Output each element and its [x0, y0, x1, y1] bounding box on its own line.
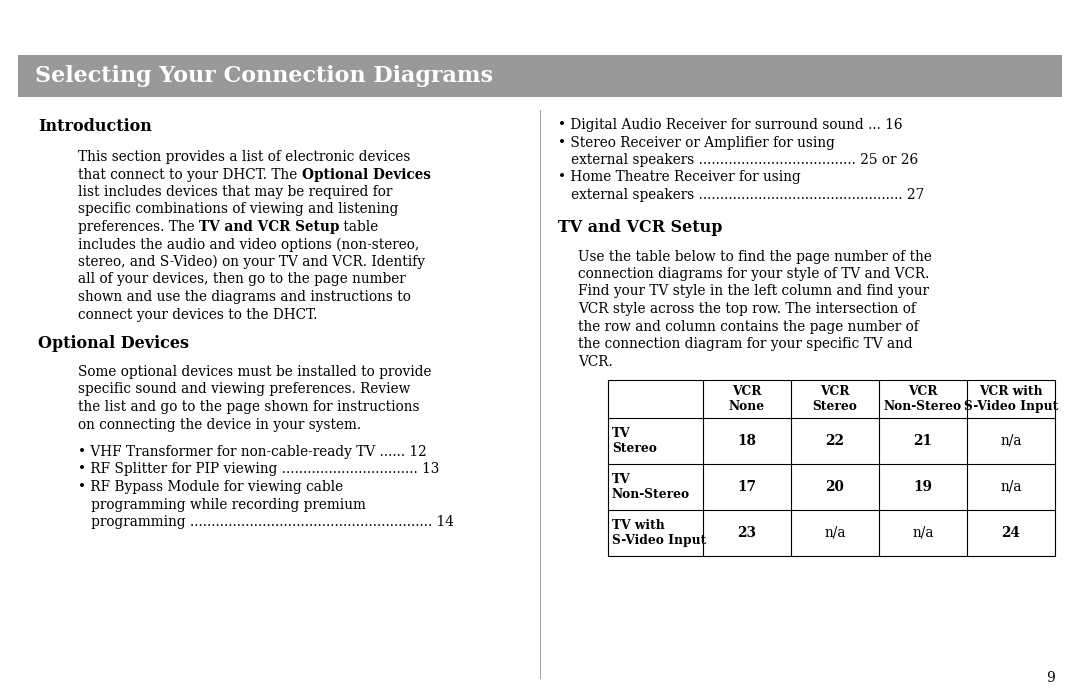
Text: Selecting Your Connection Diagrams: Selecting Your Connection Diagrams [35, 65, 492, 87]
Text: Find your TV style in the left column and find your: Find your TV style in the left column an… [578, 285, 929, 299]
Text: Use the table below to find the page number of the: Use the table below to find the page num… [578, 249, 932, 264]
Text: includes the audio and video options (non-stereo,: includes the audio and video options (no… [78, 237, 419, 252]
Text: VCR
None: VCR None [729, 385, 765, 413]
Text: the connection diagram for your specific TV and: the connection diagram for your specific… [578, 337, 913, 351]
Text: n/a: n/a [1000, 434, 1022, 448]
Text: all of your devices, then go to the page number: all of your devices, then go to the page… [78, 272, 406, 286]
Text: • Home Theatre Receiver for using: • Home Theatre Receiver for using [558, 170, 800, 184]
Text: programming while recording premium: programming while recording premium [78, 498, 366, 512]
Text: 20: 20 [825, 480, 845, 494]
Text: 19: 19 [914, 480, 932, 494]
Text: VCR.: VCR. [578, 355, 612, 369]
Text: 24: 24 [1001, 526, 1021, 540]
Text: external speakers ..................................... 25 or 26: external speakers ......................… [558, 153, 918, 167]
Text: VCR
Non-Stereo: VCR Non-Stereo [883, 385, 962, 413]
Text: that connect to your DHCT. The: that connect to your DHCT. The [78, 168, 301, 181]
Text: the row and column contains the page number of: the row and column contains the page num… [578, 320, 919, 334]
Text: 9: 9 [1047, 671, 1055, 685]
Text: TV and VCR Setup: TV and VCR Setup [199, 220, 339, 234]
Text: n/a: n/a [913, 526, 934, 540]
Text: • Stereo Receiver or Amplifier for using: • Stereo Receiver or Amplifier for using [558, 135, 835, 149]
Text: table: table [339, 220, 379, 234]
Text: n/a: n/a [1000, 480, 1022, 494]
Text: n/a: n/a [824, 526, 846, 540]
Text: connection diagrams for your style of TV and VCR.: connection diagrams for your style of TV… [578, 267, 930, 281]
Text: 22: 22 [825, 434, 845, 448]
Text: programming ......................................................... 14: programming ............................… [78, 515, 454, 529]
Text: external speakers ................................................ 27: external speakers ......................… [558, 188, 924, 202]
Text: preferences. The: preferences. The [78, 220, 199, 234]
Text: 21: 21 [914, 434, 932, 448]
Text: VCR with
S-Video Input: VCR with S-Video Input [963, 385, 1058, 413]
Text: specific combinations of viewing and listening: specific combinations of viewing and lis… [78, 202, 399, 216]
Text: connect your devices to the DHCT.: connect your devices to the DHCT. [78, 308, 318, 322]
Text: stereo, and S-Video) on your TV and VCR. Identify: stereo, and S-Video) on your TV and VCR.… [78, 255, 426, 269]
Text: list includes devices that may be required for: list includes devices that may be requir… [78, 185, 392, 199]
Text: on connecting the device in your system.: on connecting the device in your system. [78, 417, 361, 431]
Text: Optional Devices: Optional Devices [301, 168, 431, 181]
Text: specific sound and viewing preferences. Review: specific sound and viewing preferences. … [78, 383, 410, 396]
Text: Some optional devices must be installed to provide: Some optional devices must be installed … [78, 365, 432, 379]
Text: shown and use the diagrams and instructions to: shown and use the diagrams and instructi… [78, 290, 410, 304]
Text: This section provides a list of electronic devices: This section provides a list of electron… [78, 150, 410, 164]
Text: • RF Splitter for PIP viewing ................................ 13: • RF Splitter for PIP viewing ..........… [78, 463, 440, 477]
Text: 18: 18 [738, 434, 756, 448]
Text: TV
Stereo: TV Stereo [612, 427, 657, 455]
Text: 23: 23 [738, 526, 756, 540]
Text: TV with
S-Video Input: TV with S-Video Input [612, 519, 706, 547]
Text: • Digital Audio Receiver for surround sound ... 16: • Digital Audio Receiver for surround so… [558, 118, 903, 132]
Text: TV and VCR Setup: TV and VCR Setup [558, 219, 723, 237]
Bar [18, 55, 1062, 97]
Text: • VHF Transformer for non-cable-ready TV ...... 12: • VHF Transformer for non-cable-ready TV… [78, 445, 427, 459]
Text: 17: 17 [738, 480, 756, 494]
Text: the list and go to the page shown for instructions: the list and go to the page shown for in… [78, 400, 419, 414]
Text: Optional Devices: Optional Devices [38, 335, 189, 352]
Text: TV
Non-Stereo: TV Non-Stereo [612, 473, 690, 501]
Text: VCR style across the top row. The intersection of: VCR style across the top row. The inters… [578, 302, 916, 316]
Text: VCR
Stereo: VCR Stereo [812, 385, 858, 413]
Text: Introduction: Introduction [38, 118, 152, 135]
Text: • RF Bypass Module for viewing cable: • RF Bypass Module for viewing cable [78, 480, 343, 494]
